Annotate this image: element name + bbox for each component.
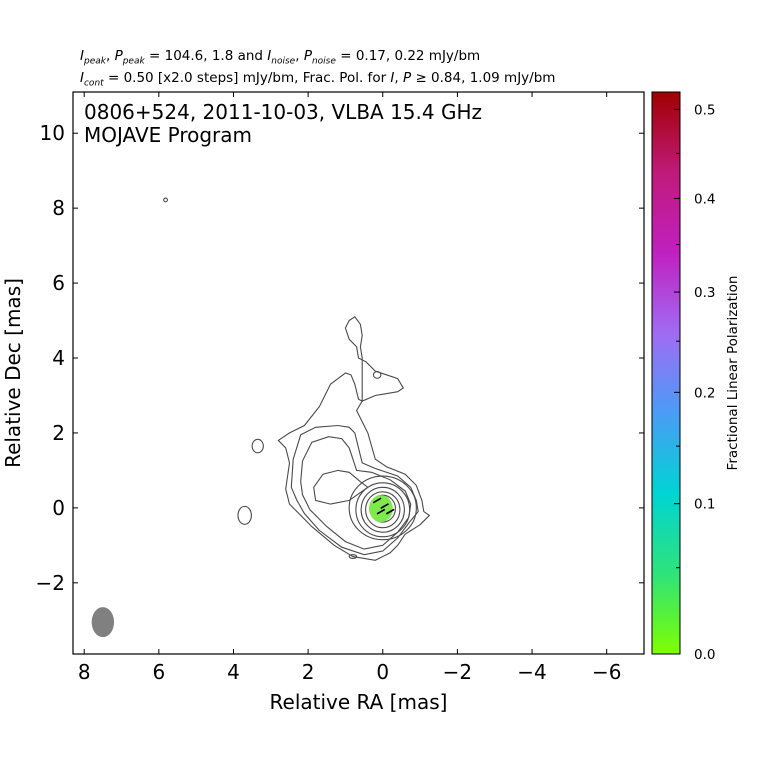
y-tick-label-4: 6 <box>52 271 65 295</box>
pnoise-symbol: P <box>303 48 312 64</box>
header-and: and <box>233 48 268 64</box>
frac-p-symbol: P <box>403 70 412 86</box>
beam-ellipse <box>91 607 115 638</box>
contour-ring-3 <box>348 475 417 541</box>
axis-ticks: 8 6 4 2 0 −2 −4 −6 −2 0 2 4 6 8 10 <box>36 92 644 684</box>
evpa-tick-3 <box>385 508 395 515</box>
colorbar-ticks: 0.0 0.1 0.2 0.3 0.4 0.5 <box>674 102 715 663</box>
plot-frame <box>72 91 645 655</box>
y-tick-label-1: 0 <box>52 496 65 520</box>
ppeak-symbol: P <box>114 48 123 64</box>
contour-level-3-2 <box>300 436 412 550</box>
colorbar-label: Fractional Linear Polarization <box>725 276 741 471</box>
y-axis-label: Relative Dec [mas] <box>1 278 25 468</box>
y-tick-label-2: 2 <box>52 421 65 445</box>
contour-island-12 <box>348 554 358 560</box>
y-tick-label-0: −2 <box>36 571 65 595</box>
colorbar-tick-label-4: 0.4 <box>694 191 715 207</box>
x-tick-label-1: 6 <box>152 660 165 684</box>
contour-info: = 0.50 [x2.0 steps] mJy/bm, Frac. Pol. f… <box>103 70 391 86</box>
polarization-layer <box>368 495 395 523</box>
header-sep-1: , <box>105 48 115 64</box>
ppeak-subscript: peak <box>122 56 145 67</box>
header-sep-2: , <box>295 48 304 64</box>
x-tick-label-6: −4 <box>517 660 546 684</box>
inoise-subscript: noise <box>271 56 296 67</box>
y-tick-label-5: 8 <box>52 196 65 220</box>
icont-subscript: cont <box>83 78 104 89</box>
frac-i-symbol: I <box>390 70 395 86</box>
beam-layer <box>91 607 115 638</box>
contour-island-10 <box>237 505 252 525</box>
header-eq-2: = <box>335 48 356 64</box>
header-line-1: Ipeak, Ppeak = 104.6, 1.8 and Inoise, Pn… <box>80 48 480 67</box>
y-tick-label-3: 4 <box>52 346 65 370</box>
contour-inner-loop-0 <box>313 469 369 505</box>
colorbar-tick-label-1: 0.1 <box>694 497 715 513</box>
x-tick-label-0: 8 <box>78 660 91 684</box>
header-sep-3: , <box>394 70 403 86</box>
x-tick-label-5: −2 <box>443 660 472 684</box>
x-tick-label-4: 0 <box>376 660 389 684</box>
icont-symbol: I <box>80 70 84 86</box>
x-tick-label-2: 4 <box>227 660 240 684</box>
y-tick-label-6: 10 <box>40 121 65 145</box>
pnoise-subscript: noise <box>311 56 336 67</box>
x-tick-label-3: 2 <box>302 660 315 684</box>
evpa-tick-2 <box>376 508 386 515</box>
colorbar-tick-label-0: 0.0 <box>694 647 715 663</box>
noise-values: 0.17, 0.22 mJy/bm <box>355 48 481 64</box>
contour-island-11 <box>372 370 382 379</box>
colorbar-tick-label-5: 0.5 <box>694 102 715 118</box>
contour-island-9 <box>251 438 264 454</box>
inoise-symbol: I <box>267 48 272 64</box>
header-eq-1: = <box>144 48 165 64</box>
evpa-tick-0 <box>372 497 382 504</box>
header-line-2: Icont = 0.50 [x2.0 steps] mJy/bm, Frac. … <box>80 70 555 89</box>
ipeak-subscript: peak <box>83 56 106 67</box>
contour-ring-6 <box>365 491 401 529</box>
chart-title-line-2: MOJAVE Program <box>84 123 252 147</box>
contour-ring-5 <box>360 486 405 533</box>
ipeak-symbol: I <box>80 48 84 64</box>
contour-level-1-0 <box>277 316 431 561</box>
colorbar-tick-label-3: 0.3 <box>694 285 715 301</box>
contour-island-13 <box>163 197 168 203</box>
frac-pol-threshold: ≥ 0.84, 1.09 mJy/bm <box>411 70 556 86</box>
colorbar <box>652 92 680 654</box>
evpa-tick-1 <box>380 503 389 509</box>
x-tick-label-7: −6 <box>592 660 621 684</box>
contour-ring-4 <box>355 482 411 538</box>
x-axis-label: Relative RA [mas] <box>270 690 448 714</box>
polarization-patch <box>368 495 393 523</box>
peak-values: 104.6, 1.8 <box>164 48 234 64</box>
colorbar-frame <box>651 91 681 655</box>
chart-title-line-1: 0806+524, 2011-10-03, VLBA 15.4 GHz <box>84 100 482 124</box>
colorbar-tick-label-2: 0.2 <box>694 385 715 401</box>
